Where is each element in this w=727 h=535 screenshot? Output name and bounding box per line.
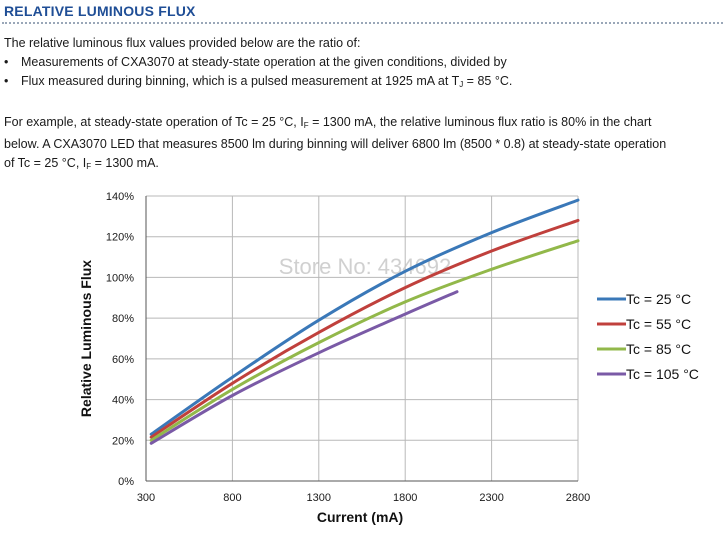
bullet-list: • Measurements of CXA3070 at steady-stat… [4, 53, 724, 94]
chart-container: 0% 20% 40% 60% 80% 100% 120% 140% 300 800 1300 1800… [0, 180, 727, 530]
series-line [149, 290, 459, 445]
series-line [149, 198, 580, 436]
series-line [149, 218, 580, 439]
example-text: = 1300 mA. [91, 156, 159, 170]
legend-label: Tc = 85 °C [626, 341, 691, 357]
bullet-text: Flux measured during binning, which is a… [21, 74, 460, 88]
x-tick-label: 300 [137, 492, 155, 504]
watermark-text: Store No: 434692 [279, 254, 451, 279]
example-text: For example, at steady-state operation o… [4, 115, 304, 129]
legend-label: Tc = 55 °C [626, 316, 691, 332]
bullet-item: • Measurements of CXA3070 at steady-stat… [4, 53, 724, 72]
example-paragraph: For example, at steady-state operation o… [4, 113, 724, 176]
example-subscript: F [303, 121, 309, 130]
x-tick-label: 2300 [479, 492, 503, 504]
x-tick-label: 1800 [393, 492, 417, 504]
y-tick-label: 40% [112, 395, 134, 407]
example-text: of Tc = 25 °C, I [4, 156, 87, 170]
legend-label: Tc = 105 °C [626, 366, 699, 382]
bullet-text: Measurements of CXA3070 at steady-state … [21, 55, 507, 69]
y-axis-title: Relative Luminous Flux [78, 260, 94, 417]
y-tick-label: 60% [112, 354, 134, 366]
y-tick-label: 120% [106, 232, 134, 244]
x-tick-label: 1300 [307, 492, 331, 504]
title-divider [2, 22, 723, 24]
example-subscript: F [86, 162, 92, 171]
y-tick-label: 0% [118, 476, 134, 488]
x-axis-title: Current (mA) [317, 509, 403, 525]
bullet-subscript: J [459, 80, 464, 89]
bullet-dot-icon: • [4, 74, 9, 88]
x-tick-label: 2800 [566, 492, 590, 504]
bullet-text-end: = 85 °C. [463, 74, 513, 88]
y-tick-label: 80% [112, 313, 134, 325]
example-text: = 1300 mA, the relative luminous flux ra… [308, 115, 652, 129]
legend-label: Tc = 25 °C [626, 291, 691, 307]
series-line [149, 239, 580, 442]
section-title: RELATIVE LUMINOUS FLUX [4, 3, 196, 19]
x-tick-label: 800 [223, 492, 241, 504]
bullet-item: • Flux measured during binning, which is… [4, 72, 724, 94]
y-tick-label: 20% [112, 435, 134, 447]
example-text: below. A CXA3070 LED that measures 8500 … [4, 137, 667, 151]
bullet-dot-icon: • [4, 55, 9, 69]
y-tick-label: 140% [106, 191, 134, 203]
luminous-flux-chart: 0% 20% 40% 60% 80% 100% 120% 140% 300 800 1300 1800… [78, 191, 699, 525]
intro-text: The relative luminous flux values provid… [4, 36, 361, 50]
y-tick-label: 100% [106, 272, 134, 284]
description-block: The relative luminous flux values provid… [4, 34, 724, 176]
